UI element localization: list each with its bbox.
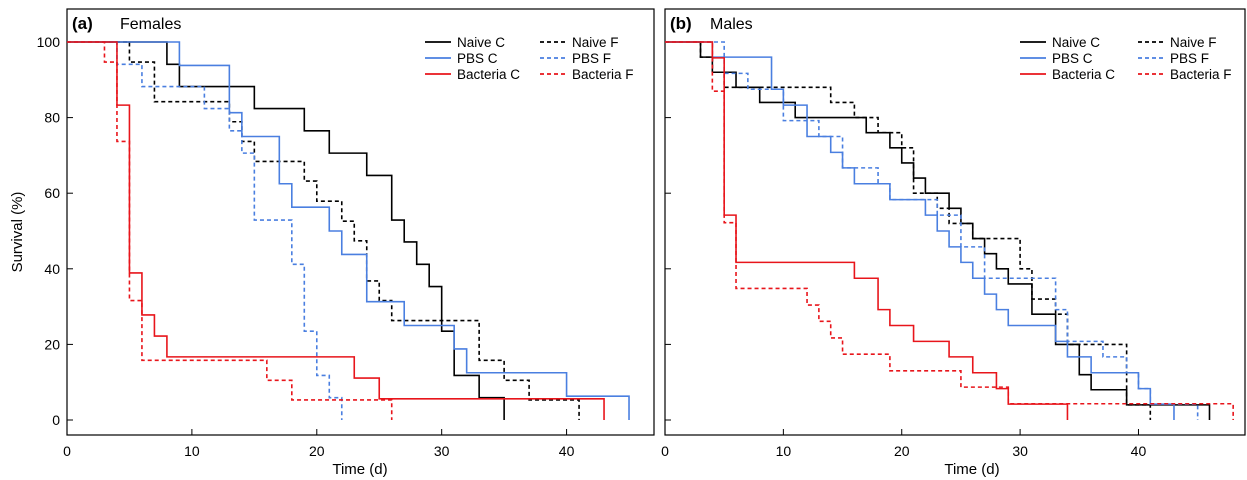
x-tick-label: 20 bbox=[309, 443, 325, 459]
series-line-bacteria-f bbox=[665, 41, 1234, 420]
legend-label: Naive F bbox=[572, 35, 619, 50]
x-tick-label: 0 bbox=[63, 443, 71, 459]
x-tick-label: 10 bbox=[776, 443, 792, 459]
x-tick-label: 40 bbox=[559, 443, 575, 459]
legend-label: Naive F bbox=[1170, 35, 1217, 50]
series-line-naive-f bbox=[665, 41, 1152, 420]
panel-b-frame bbox=[664, 8, 1246, 436]
panel-a-ticks: 0 10 20 30 40 0 20 40 60 80 100 bbox=[37, 34, 575, 459]
x-tick-label: 20 bbox=[894, 443, 910, 459]
series-line-bacteria-f bbox=[67, 41, 393, 420]
panel-a-females: (a) Females Time (d) 0 10 20 30 40 0 20 40 60 80 1… bbox=[37, 8, 655, 478]
series-line-pbs-c bbox=[665, 41, 1175, 420]
y-tick-label: 80 bbox=[44, 110, 60, 126]
series-line-bacteria-c bbox=[67, 41, 605, 420]
legend-label: Naive C bbox=[457, 35, 505, 50]
x-tick-label: 0 bbox=[661, 443, 669, 459]
panel-b-letter: (b) bbox=[670, 14, 692, 33]
panel-b-ticks: 0 10 20 30 40 bbox=[661, 41, 1147, 459]
y-tick-label: 60 bbox=[44, 185, 60, 201]
legend-label: Bacteria F bbox=[1170, 67, 1232, 82]
x-tick-label: 10 bbox=[184, 443, 200, 459]
legend-label: Naive C bbox=[1052, 35, 1100, 50]
x-tick-label: 40 bbox=[1131, 443, 1147, 459]
panel-b-legend: Naive C Naive F PBS C PBS F Bacteria C Bacter… bbox=[1020, 35, 1232, 82]
legend-label: PBS F bbox=[572, 51, 611, 66]
series-line-pbs-c bbox=[67, 41, 630, 420]
panel-a-legend: Naive C Naive F PBS C PBS F Bacteria C Bacter… bbox=[425, 35, 634, 82]
series-line-naive-f bbox=[67, 41, 580, 420]
panel-a-frame bbox=[66, 8, 655, 436]
series-line-pbs-f bbox=[665, 41, 1199, 420]
panel-a-xlabel: Time (d) bbox=[332, 461, 387, 478]
legend-label: Bacteria F bbox=[572, 67, 634, 82]
panel-b-xlabel: Time (d) bbox=[944, 461, 999, 478]
panel-a-letter: (a) bbox=[72, 14, 93, 33]
series-line-pbs-f bbox=[67, 41, 343, 420]
series-line-bacteria-c bbox=[665, 41, 1069, 420]
panel-b-series bbox=[665, 41, 1234, 420]
legend-label: Bacteria C bbox=[457, 67, 520, 82]
y-tick-label: 40 bbox=[44, 261, 60, 277]
x-tick-label: 30 bbox=[434, 443, 450, 459]
legend-label: PBS F bbox=[1170, 51, 1209, 66]
y-axis-label: Survival (%) bbox=[9, 192, 26, 273]
x-tick-label: 30 bbox=[1012, 443, 1028, 459]
panel-b-males: (b) Males Time (d) 0 10 20 30 40 Naive C Naiv… bbox=[661, 8, 1246, 478]
y-tick-label: 20 bbox=[44, 336, 60, 352]
legend-label: Bacteria C bbox=[1052, 67, 1115, 82]
panel-b-title: Males bbox=[710, 16, 753, 33]
series-line-naive-c bbox=[67, 41, 505, 420]
legend-label: PBS C bbox=[1052, 51, 1093, 66]
panel-a-title: Females bbox=[120, 16, 181, 33]
legend-label: PBS C bbox=[457, 51, 498, 66]
y-tick-label: 0 bbox=[52, 412, 60, 428]
y-tick-label: 100 bbox=[37, 34, 61, 50]
panel-a-series bbox=[67, 41, 630, 420]
